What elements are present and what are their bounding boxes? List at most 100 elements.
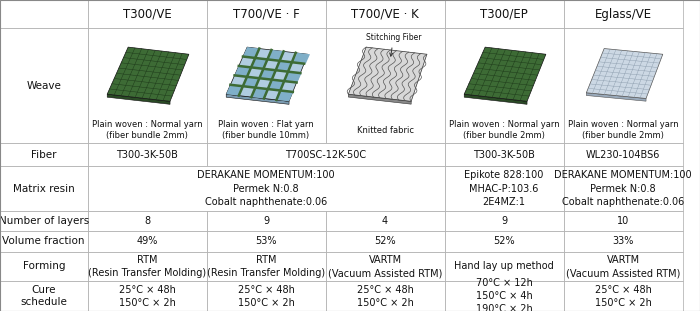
- Bar: [0, 143, 88, 166]
- Polygon shape: [587, 49, 663, 99]
- Bar: [206, 252, 326, 281]
- Polygon shape: [226, 94, 289, 104]
- Bar: [88, 0, 206, 28]
- Text: 52%: 52%: [374, 236, 395, 246]
- Bar: [444, 231, 564, 252]
- Text: T300-3K-50B: T300-3K-50B: [473, 150, 535, 160]
- Text: Hand lay up method: Hand lay up method: [454, 262, 554, 272]
- Text: T700/VE · F: T700/VE · F: [232, 7, 300, 21]
- Polygon shape: [226, 47, 308, 101]
- Polygon shape: [107, 94, 170, 104]
- Text: 25°C × 48h
150°C × 2h: 25°C × 48h 150°C × 2h: [356, 285, 414, 308]
- Bar: [444, 252, 564, 281]
- Polygon shape: [464, 47, 546, 101]
- Text: RTM
(Resin Transfer Molding): RTM (Resin Transfer Molding): [207, 255, 325, 278]
- Text: 10: 10: [617, 216, 629, 226]
- Text: 9: 9: [263, 216, 269, 226]
- Bar: [444, 28, 564, 143]
- Bar: [444, 0, 564, 28]
- Text: 70°C × 12h
150°C × 4h
190°C × 2h: 70°C × 12h 150°C × 4h 190°C × 2h: [475, 278, 533, 311]
- Bar: [564, 0, 682, 28]
- Text: Plain woven : Normal yarn
(fiber bundle 2mm): Plain woven : Normal yarn (fiber bundle …: [92, 120, 202, 140]
- Bar: [564, 211, 682, 231]
- Bar: [444, 211, 564, 231]
- Bar: [206, 143, 444, 166]
- Text: RTM
(Resin Transfer Molding): RTM (Resin Transfer Molding): [88, 255, 206, 278]
- Polygon shape: [285, 72, 302, 82]
- Bar: [88, 166, 444, 211]
- Polygon shape: [251, 58, 268, 69]
- Polygon shape: [268, 50, 285, 61]
- Text: 9: 9: [501, 216, 507, 226]
- Polygon shape: [234, 66, 251, 77]
- Polygon shape: [293, 53, 310, 64]
- Bar: [0, 211, 88, 231]
- Bar: [206, 231, 326, 252]
- Bar: [564, 252, 682, 281]
- Text: Weave: Weave: [27, 81, 61, 91]
- Text: Volume fraction: Volume fraction: [3, 236, 85, 246]
- Text: 52%: 52%: [494, 236, 514, 246]
- Bar: [564, 166, 682, 211]
- Polygon shape: [587, 93, 646, 101]
- Text: T300/EP: T300/EP: [480, 7, 528, 21]
- Polygon shape: [464, 94, 527, 104]
- Polygon shape: [349, 94, 411, 104]
- Bar: [564, 28, 682, 143]
- Text: Number of layers: Number of layers: [0, 216, 89, 226]
- Bar: [326, 0, 444, 28]
- Bar: [0, 252, 88, 281]
- Bar: [206, 28, 326, 143]
- Text: Plain woven : Normal yarn
(fiber bundle 2mm): Plain woven : Normal yarn (fiber bundle …: [568, 120, 678, 140]
- Text: 53%: 53%: [256, 236, 276, 246]
- Bar: [0, 0, 88, 28]
- Bar: [564, 143, 682, 166]
- Bar: [88, 28, 206, 143]
- Text: DERAKANE MOMENTUM:100
Permek N:0.8
Cobalt naphthenate:0.06: DERAKANE MOMENTUM:100 Permek N:0.8 Cobal…: [197, 170, 335, 207]
- Bar: [326, 281, 444, 311]
- Text: Matrix resin: Matrix resin: [13, 183, 75, 193]
- Bar: [206, 0, 326, 28]
- Text: Eglass/VE: Eglass/VE: [594, 7, 652, 21]
- Polygon shape: [260, 69, 276, 80]
- Bar: [0, 281, 88, 311]
- Text: 25°C × 48h
150°C × 2h: 25°C × 48h 150°C × 2h: [594, 285, 652, 308]
- Text: Plain woven : Normal yarn
(fiber bundle 2mm): Plain woven : Normal yarn (fiber bundle …: [449, 120, 559, 140]
- Text: 49%: 49%: [136, 236, 158, 246]
- Text: T300-3K-50B: T300-3K-50B: [116, 150, 178, 160]
- Bar: [326, 231, 444, 252]
- Bar: [564, 231, 682, 252]
- Text: 25°C × 48h
150°C × 2h: 25°C × 48h 150°C × 2h: [237, 285, 295, 308]
- Polygon shape: [268, 80, 285, 91]
- Text: T700SC-12K-50C: T700SC-12K-50C: [285, 150, 366, 160]
- Text: T300/VE: T300/VE: [122, 7, 172, 21]
- Bar: [564, 281, 682, 311]
- Text: T700/VE · K: T700/VE · K: [351, 7, 419, 21]
- Bar: [88, 231, 206, 252]
- Bar: [444, 143, 564, 166]
- Text: Stitching Fiber: Stitching Fiber: [365, 33, 421, 56]
- Polygon shape: [276, 61, 293, 72]
- Bar: [326, 211, 444, 231]
- Bar: [206, 281, 326, 311]
- Polygon shape: [349, 47, 427, 101]
- Text: 8: 8: [144, 216, 150, 226]
- Text: Fiber: Fiber: [31, 150, 57, 160]
- Text: Knitted fabric: Knitted fabric: [356, 126, 414, 135]
- Bar: [88, 281, 206, 311]
- Polygon shape: [251, 88, 268, 99]
- Text: Cure
schedule: Cure schedule: [20, 285, 67, 307]
- Text: Plain woven : Flat yarn
(fiber bundle 10mm): Plain woven : Flat yarn (fiber bundle 10…: [218, 120, 314, 140]
- Text: Epikote 828:100
MHAC-P:103.6
2E4MZ:1: Epikote 828:100 MHAC-P:103.6 2E4MZ:1: [464, 170, 544, 207]
- Text: 33%: 33%: [612, 236, 634, 246]
- Bar: [0, 166, 88, 211]
- Bar: [88, 211, 206, 231]
- Text: DERAKANE MOMENTUM:100
Permek N:0.8
Cobalt naphthenate:0.06: DERAKANE MOMENTUM:100 Permek N:0.8 Cobal…: [554, 170, 692, 207]
- Polygon shape: [243, 47, 260, 58]
- Bar: [0, 231, 88, 252]
- Text: 4: 4: [382, 216, 388, 226]
- Bar: [444, 166, 564, 211]
- Polygon shape: [276, 91, 293, 101]
- Polygon shape: [107, 47, 189, 101]
- Bar: [0, 28, 88, 143]
